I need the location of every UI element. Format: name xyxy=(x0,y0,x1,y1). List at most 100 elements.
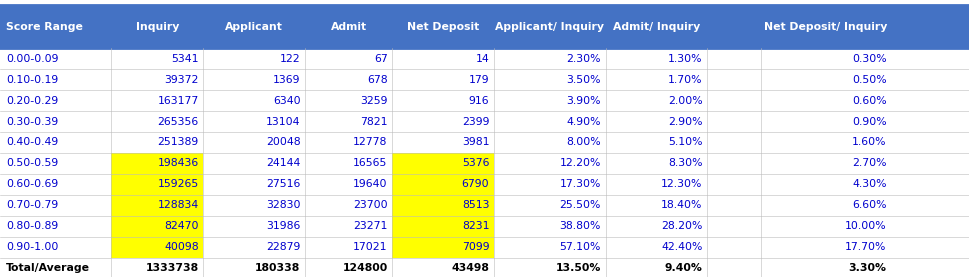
Text: 0.70-0.79: 0.70-0.79 xyxy=(6,200,58,210)
Text: 3981: 3981 xyxy=(462,137,489,147)
Bar xyxy=(0,111,969,132)
Text: 198436: 198436 xyxy=(157,158,199,168)
Text: 179: 179 xyxy=(469,75,489,85)
Text: 43498: 43498 xyxy=(452,263,489,273)
Text: 12.20%: 12.20% xyxy=(559,158,601,168)
Bar xyxy=(0,132,969,153)
Text: 2399: 2399 xyxy=(462,117,489,127)
Text: 17021: 17021 xyxy=(353,242,388,252)
Text: 82470: 82470 xyxy=(164,221,199,231)
Text: 9.40%: 9.40% xyxy=(665,263,703,273)
Text: 5341: 5341 xyxy=(172,54,199,64)
Text: 0.80-0.89: 0.80-0.89 xyxy=(6,221,58,231)
Text: 0.90%: 0.90% xyxy=(852,117,887,127)
Bar xyxy=(111,195,203,216)
Text: 17.30%: 17.30% xyxy=(559,179,601,189)
Bar xyxy=(0,174,969,195)
Text: 1.60%: 1.60% xyxy=(852,137,887,147)
Bar xyxy=(0,195,969,216)
Bar xyxy=(392,237,494,258)
Text: 122: 122 xyxy=(280,54,300,64)
Text: 13.50%: 13.50% xyxy=(555,263,601,273)
Text: 678: 678 xyxy=(367,75,388,85)
Text: 27516: 27516 xyxy=(266,179,300,189)
Text: 2.70%: 2.70% xyxy=(852,158,887,168)
Text: 25.50%: 25.50% xyxy=(559,200,601,210)
Text: 159265: 159265 xyxy=(157,179,199,189)
Text: 3.50%: 3.50% xyxy=(566,75,601,85)
Text: 8.00%: 8.00% xyxy=(566,137,601,147)
Text: Net Deposit: Net Deposit xyxy=(407,22,480,32)
Text: 38.80%: 38.80% xyxy=(559,221,601,231)
Text: Applicant: Applicant xyxy=(226,22,283,32)
Text: 0.00-0.09: 0.00-0.09 xyxy=(6,54,58,64)
Text: Net Deposit/ Inquiry: Net Deposit/ Inquiry xyxy=(765,22,888,32)
Text: 4.90%: 4.90% xyxy=(566,117,601,127)
Bar xyxy=(0,6,969,48)
Text: 31986: 31986 xyxy=(266,221,300,231)
Text: 22879: 22879 xyxy=(266,242,300,252)
Text: 12778: 12778 xyxy=(354,137,388,147)
Text: 8513: 8513 xyxy=(462,200,489,210)
Text: 23700: 23700 xyxy=(353,200,388,210)
Text: 6340: 6340 xyxy=(272,96,300,106)
Text: 0.40-0.49: 0.40-0.49 xyxy=(6,137,58,147)
Text: 2.90%: 2.90% xyxy=(668,117,703,127)
Bar xyxy=(392,174,494,195)
Text: 0.20-0.29: 0.20-0.29 xyxy=(6,96,58,106)
Text: 1369: 1369 xyxy=(273,75,300,85)
Text: 20048: 20048 xyxy=(266,137,300,147)
Text: 0.50%: 0.50% xyxy=(852,75,887,85)
Text: 2.00%: 2.00% xyxy=(668,96,703,106)
Bar xyxy=(392,195,494,216)
Text: 0.60%: 0.60% xyxy=(852,96,887,106)
Text: Total/Average: Total/Average xyxy=(6,263,90,273)
Text: Admit: Admit xyxy=(330,22,367,32)
Text: 7821: 7821 xyxy=(360,117,388,127)
Text: 8.30%: 8.30% xyxy=(668,158,703,168)
Bar xyxy=(111,237,203,258)
Text: 0.10-0.19: 0.10-0.19 xyxy=(6,75,58,85)
Bar xyxy=(111,216,203,237)
Text: 1.30%: 1.30% xyxy=(668,54,703,64)
Text: 3259: 3259 xyxy=(360,96,388,106)
Text: Inquiry: Inquiry xyxy=(136,22,179,32)
Text: 251389: 251389 xyxy=(157,137,199,147)
Text: 67: 67 xyxy=(374,54,388,64)
Bar xyxy=(0,48,969,69)
Text: 265356: 265356 xyxy=(157,117,199,127)
Text: 13104: 13104 xyxy=(266,117,300,127)
Bar xyxy=(392,153,494,174)
Text: 57.10%: 57.10% xyxy=(559,242,601,252)
Bar xyxy=(0,90,969,111)
Text: 5.10%: 5.10% xyxy=(668,137,703,147)
Text: 12.30%: 12.30% xyxy=(661,179,703,189)
Text: Admit/ Inquiry: Admit/ Inquiry xyxy=(612,22,701,32)
Text: 39372: 39372 xyxy=(165,75,199,85)
Bar xyxy=(111,174,203,195)
Text: 14: 14 xyxy=(476,54,489,64)
Text: 7099: 7099 xyxy=(461,242,489,252)
Bar xyxy=(392,216,494,237)
Text: 163177: 163177 xyxy=(157,96,199,106)
Text: 3.90%: 3.90% xyxy=(566,96,601,106)
Bar xyxy=(0,216,969,237)
Text: 28.20%: 28.20% xyxy=(661,221,703,231)
Text: 3.30%: 3.30% xyxy=(849,263,887,273)
Text: 0.30-0.39: 0.30-0.39 xyxy=(6,117,58,127)
Text: 42.40%: 42.40% xyxy=(661,242,703,252)
Text: 8231: 8231 xyxy=(462,221,489,231)
Bar xyxy=(0,69,969,90)
Text: 1333738: 1333738 xyxy=(145,263,199,273)
Text: 6.60%: 6.60% xyxy=(852,200,887,210)
Text: 23271: 23271 xyxy=(354,221,388,231)
Text: 0.90-1.00: 0.90-1.00 xyxy=(6,242,58,252)
Bar xyxy=(0,153,969,174)
Text: 5376: 5376 xyxy=(462,158,489,168)
Text: 32830: 32830 xyxy=(266,200,300,210)
Text: Applicant/ Inquiry: Applicant/ Inquiry xyxy=(495,22,605,32)
Text: 10.00%: 10.00% xyxy=(845,221,887,231)
Text: 4.30%: 4.30% xyxy=(852,179,887,189)
Text: 0.30%: 0.30% xyxy=(852,54,887,64)
Text: 128834: 128834 xyxy=(157,200,199,210)
